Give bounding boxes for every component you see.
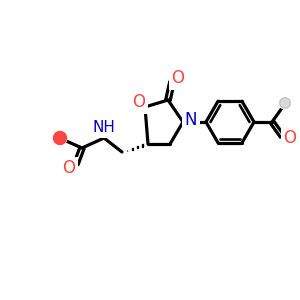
Text: O: O [133, 93, 146, 111]
Text: NH: NH [93, 121, 116, 136]
Circle shape [279, 97, 291, 109]
Text: O: O [172, 69, 184, 87]
Text: O: O [284, 129, 296, 147]
Circle shape [280, 98, 290, 109]
Polygon shape [142, 144, 143, 147]
Circle shape [53, 131, 67, 145]
Polygon shape [137, 146, 138, 148]
Text: N: N [185, 111, 197, 129]
Polygon shape [132, 148, 133, 149]
Text: O: O [62, 159, 76, 177]
Circle shape [53, 131, 67, 145]
